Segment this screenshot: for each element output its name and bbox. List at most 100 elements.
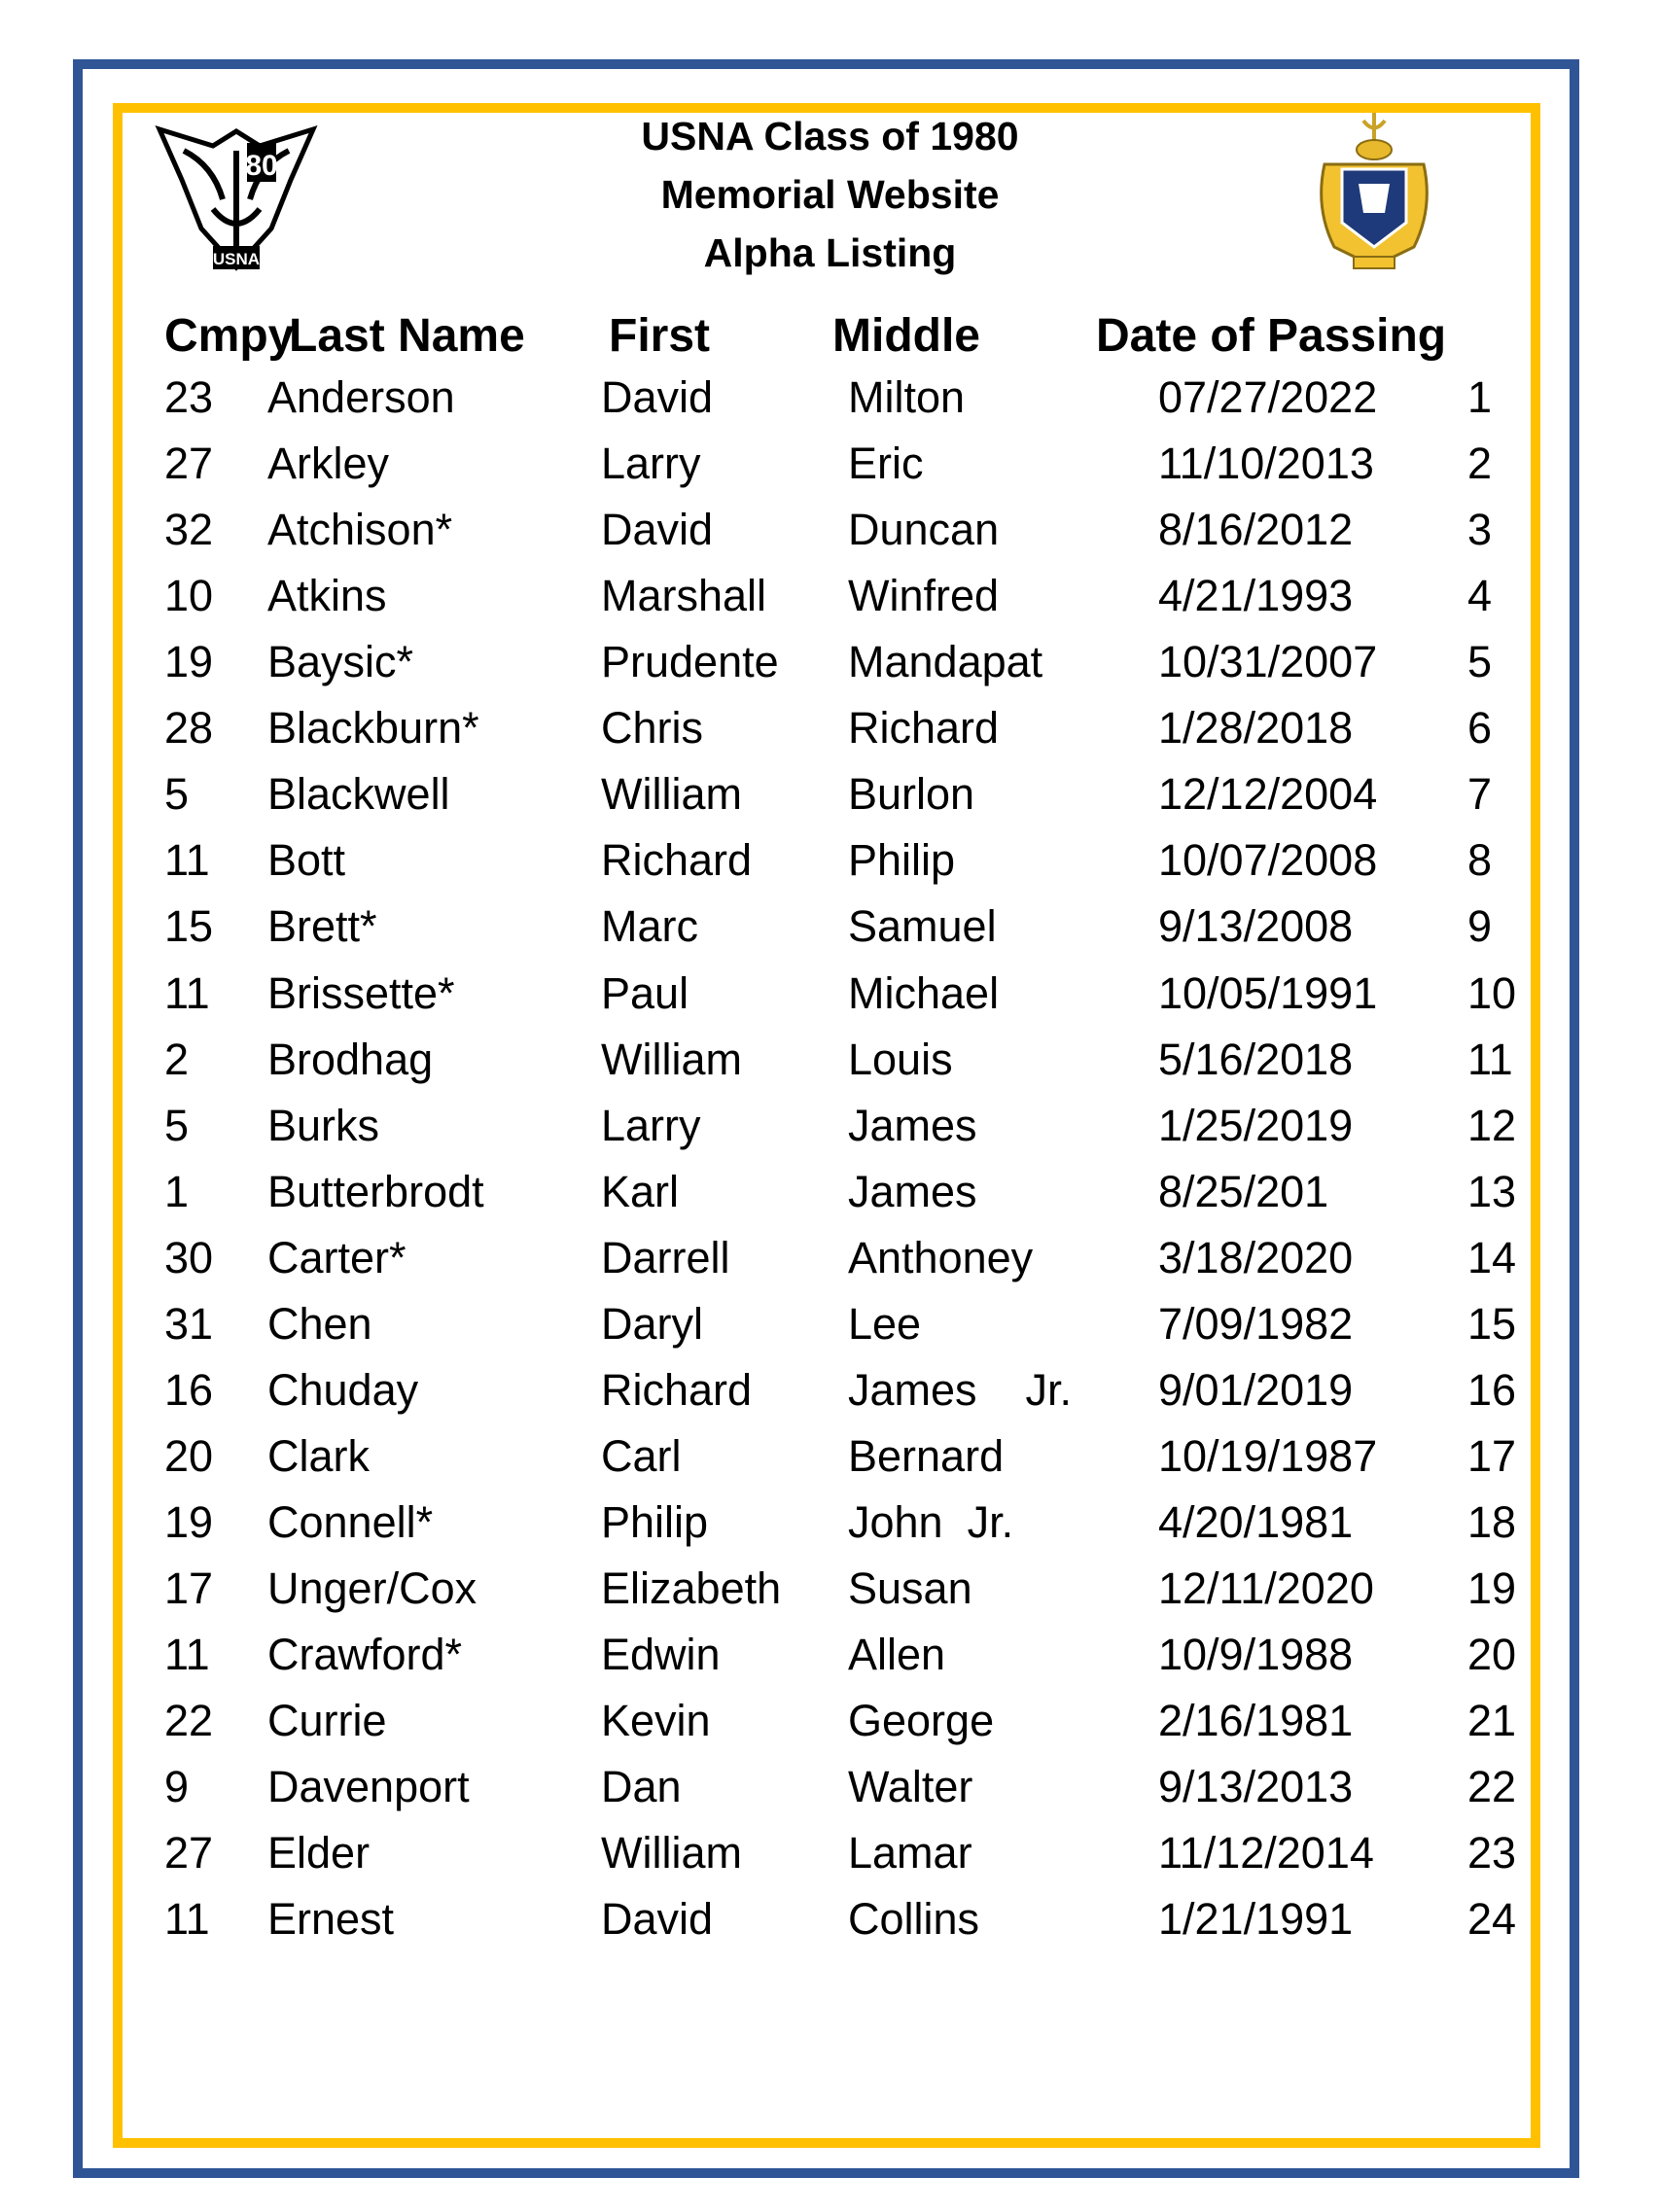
row-number-cell: 12 [1467,1100,1517,1150]
row-number-cell: 7 [1467,769,1493,820]
list-row: 19 Connell* Philip John Jr. 4/20/1981 18 [0,1497,1660,1563]
company-cell: 11 [164,835,210,886]
row-number-cell: 1 [1467,372,1493,422]
company-cell: 11 [164,1630,210,1680]
company-cell: 32 [164,505,214,555]
date-of-passing-cell: 4/20/1981 [1158,1497,1354,1548]
list-row: 27 Elder William Lamar 11/12/2014 23 [0,1828,1660,1894]
date-of-passing-cell: 11/10/2013 [1158,439,1374,489]
usna-80-crest-logo: 80 USNA [155,124,318,271]
date-of-passing-cell: 9/13/2013 [1158,1762,1354,1812]
first-name-cell: Kevin [601,1696,711,1746]
last-name-cell: Burks [267,1100,380,1150]
company-cell: 11 [164,967,210,1018]
row-number-cell: 17 [1467,1430,1517,1481]
date-of-passing-cell: 7/09/1982 [1158,1298,1354,1349]
row-number-cell: 8 [1467,835,1493,886]
list-row: 5 Burks Larry James 1/25/2019 12 [0,1101,1660,1167]
first-name-cell: Chris [601,703,704,754]
svg-text:USNA: USNA [213,250,260,268]
list-row: 23 Anderson David Milton 07/27/2022 1 [0,372,1660,439]
middle-name-cell: Anthoney [848,1232,1034,1282]
list-row: 31 Chen Daryl Lee 7/09/1982 15 [0,1299,1660,1365]
middle-name-cell: John Jr. [848,1497,1014,1548]
first-name-cell: David [601,505,714,555]
middle-name-cell: James Jr. [848,1364,1073,1415]
last-name-cell: Elder [267,1828,371,1878]
middle-name-cell: Mandapat [848,637,1043,687]
last-name-cell: Anderson [267,372,455,422]
title-line-2: Memorial Website [660,172,1000,217]
date-of-passing-cell: 11/12/2014 [1158,1828,1374,1878]
row-number-cell: 2 [1467,439,1493,489]
row-number-cell: 13 [1467,1166,1517,1216]
date-of-passing-cell: 12/12/2004 [1158,769,1378,820]
list-row: 27 Arkley Larry Eric 11/10/2013 2 [0,439,1660,505]
middle-name-cell: Eric [848,439,924,489]
company-cell: 27 [164,1828,214,1878]
company-cell: 9 [164,1762,190,1812]
first-name-cell: Karl [601,1166,680,1216]
list-row: 15 Brett* Marc Samuel 9/13/2008 9 [0,901,1660,967]
list-row: 11 Brissette* Paul Michael 10/05/1991 10 [0,968,1660,1035]
first-name-cell: Dan [601,1762,682,1812]
list-row: 11 Bott Richard Philip 10/07/2008 8 [0,835,1660,901]
middle-name-cell: Allen [848,1630,946,1680]
row-number-cell: 4 [1467,571,1493,621]
list-row: 1 Butterbrodt Karl James 8/25/201 13 [0,1167,1660,1233]
first-name-cell: Daryl [601,1298,704,1349]
first-name-cell: Richard [601,835,753,886]
company-cell: 10 [164,571,214,621]
last-name-cell: Unger/Cox [267,1563,477,1614]
middle-name-cell: James [848,1166,977,1216]
first-name-cell: Carl [601,1430,682,1481]
company-cell: 5 [164,769,190,820]
list-row: 2 Brodhag William Louis 5/16/2018 11 [0,1035,1660,1101]
company-cell: 15 [164,901,214,952]
last-name-cell: Arkley [267,439,390,489]
row-number-cell: 18 [1467,1497,1517,1548]
naval-academy-seal-logo [1320,113,1429,269]
last-name-cell: Ernest [267,1894,395,1945]
first-name-cell: Edwin [601,1630,721,1680]
row-number-cell: 19 [1467,1563,1517,1614]
last-name-cell: Carter* [267,1232,406,1282]
middle-name-cell: Burlon [848,769,975,820]
list-row: 10 Atkins Marshall Winfred 4/21/1993 4 [0,571,1660,637]
middle-name-cell: Susan [848,1563,972,1614]
company-cell: 1 [164,1166,190,1216]
date-of-passing-cell: 3/18/2020 [1158,1232,1354,1282]
list-row: 19 Baysic* Prudente Mandapat 10/31/2007 5 [0,637,1660,703]
date-of-passing-cell: 12/11/2020 [1158,1563,1374,1614]
first-name-cell: Larry [601,1100,701,1150]
first-name-cell: Darrell [601,1232,730,1282]
last-name-cell: Davenport [267,1762,470,1812]
date-of-passing-cell: 8/16/2012 [1158,505,1354,555]
row-number-cell: 24 [1467,1894,1517,1945]
list-row: 28 Blackburn* Chris Richard 1/28/2018 6 [0,703,1660,769]
date-of-passing-cell: 10/07/2008 [1158,835,1378,886]
list-row: 32 Atchison* David Duncan 8/16/2012 3 [0,505,1660,571]
company-cell: 28 [164,703,214,754]
date-of-passing-cell: 9/13/2008 [1158,901,1354,952]
company-cell: 19 [164,637,214,687]
first-name-cell: Richard [601,1364,753,1415]
company-cell: 17 [164,1563,214,1614]
middle-name-cell: Philip [848,835,956,886]
date-of-passing-cell: 1/25/2019 [1158,1100,1354,1150]
middle-name-cell: George [848,1696,995,1746]
list-row: 16 Chuday Richard James Jr. 9/01/2019 16 [0,1365,1660,1431]
row-number-cell: 11 [1467,1034,1513,1084]
last-name-cell: Bott [267,835,346,886]
date-of-passing-cell: 8/25/201 [1158,1166,1329,1216]
row-number-cell: 6 [1467,703,1493,754]
row-number-cell: 23 [1467,1828,1517,1878]
first-name-cell: William [601,1828,742,1878]
middle-name-cell: Bernard [848,1430,1005,1481]
company-cell: 2 [164,1034,190,1084]
date-of-passing-cell: 10/9/1988 [1158,1630,1354,1680]
middle-name-cell: Richard [848,703,1000,754]
first-name-cell: David [601,1894,714,1945]
last-name-cell: Brett* [267,901,377,952]
date-of-passing-cell: 10/05/1991 [1158,967,1378,1018]
